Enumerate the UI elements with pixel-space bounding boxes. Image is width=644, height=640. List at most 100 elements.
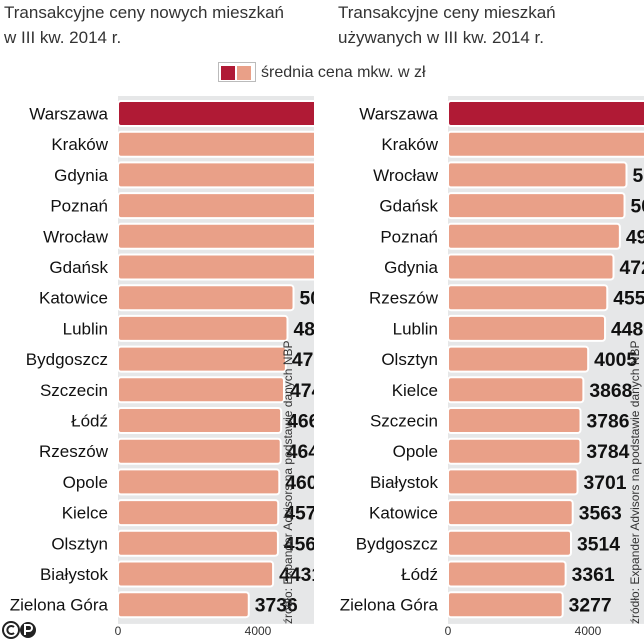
right-category-label: Olsztyn (381, 350, 438, 369)
left-category-label: Kielce (62, 504, 108, 523)
left-bar (117, 161, 314, 189)
right-x-tick-label: 4000 (575, 624, 602, 638)
right-category-label: Szczecin (370, 412, 438, 431)
left-x-tick-label: 4000 (245, 624, 272, 638)
left-bar (117, 499, 280, 527)
right-bar (447, 161, 628, 189)
right-value-label: 5044 (631, 197, 644, 218)
left-category-label: Szczecin (40, 381, 108, 400)
left-bar (117, 591, 250, 619)
right-value-label: 3784 (586, 442, 629, 463)
source-note-left: źródło: Expander Advisors na podstawie d… (281, 340, 295, 625)
legend: średnia cena mkw. w zł (218, 62, 426, 84)
left-value-label: 4431 (279, 565, 314, 586)
right-category-label: Łódź (401, 565, 438, 584)
left-value-label: 4797 (292, 350, 314, 371)
left-category-label: Poznań (50, 197, 108, 216)
right-category-label: Kielce (392, 381, 438, 400)
right-bar (447, 499, 574, 527)
left-bar (117, 407, 283, 434)
right-category-label: Rzeszów (369, 289, 439, 308)
right-bar (447, 314, 607, 342)
left-chart-title: Transakcyjne ceny nowych mieszkań w III … (4, 0, 304, 50)
left-title-line-2: w III kw. 2014 r. (4, 28, 122, 47)
left-category-label: Olsztyn (51, 534, 108, 553)
right-value-label: 3786 (587, 412, 630, 433)
left-bar (117, 376, 285, 404)
left-value-label: 4742 (290, 381, 314, 402)
right-bar (447, 407, 582, 434)
left-category-label: Rzeszów (39, 442, 109, 461)
right-bar (447, 376, 585, 404)
right-bar (447, 468, 579, 496)
right-category-label: Kraków (381, 135, 438, 154)
left-bar (117, 560, 275, 588)
right-bar (447, 345, 590, 373)
right-value-label: 5100 (633, 166, 644, 187)
left-bar (117, 468, 281, 496)
left-category-label: Gdańsk (49, 258, 108, 277)
right-value-label: 3701 (584, 473, 627, 494)
right-category-label: Poznań (380, 227, 438, 246)
right-bar (447, 192, 626, 220)
left-value-label: 4609 (285, 473, 314, 494)
right-bar (447, 100, 644, 127)
right-chart-title: Transakcyjne ceny mieszkań używanych w I… (338, 0, 638, 50)
right-bar (447, 222, 621, 250)
left-category-label: Łódź (71, 412, 108, 431)
left-bar (117, 437, 282, 465)
right-value-label: 4487 (611, 319, 644, 340)
left-category-label: Lublin (63, 319, 108, 338)
left-bar (117, 345, 287, 373)
legend-swatch-bar (237, 66, 251, 80)
right-bar (447, 560, 567, 588)
right-bar (447, 529, 572, 557)
right-category-label: Gdynia (384, 258, 438, 277)
chart-used-flats: Warszawa7053Kraków5930Wrocław5100Gdańsk5… (340, 96, 644, 638)
right-category-label: Białystok (370, 473, 439, 492)
legend-frame (218, 62, 256, 82)
right-value-label: 3277 (569, 596, 612, 617)
right-value-label: 3514 (577, 534, 620, 555)
right-bar (447, 591, 564, 619)
right-category-label: Opole (393, 442, 438, 461)
left-bar (117, 314, 289, 342)
left-value-label: 4649 (287, 442, 314, 463)
left-category-label: Białystok (40, 565, 109, 584)
left-bar (117, 284, 295, 312)
cc-logo-icon (2, 621, 36, 639)
right-value-label: 4910 (626, 227, 644, 248)
right-value-label: 3563 (579, 504, 622, 525)
left-bar (117, 253, 314, 281)
left-category-label: Kraków (51, 135, 108, 154)
right-bar (447, 284, 609, 312)
chart-new-flats: Warszawa7446Kraków6202Gdynia6065Poznań59… (10, 96, 314, 638)
right-value-label: 3361 (572, 565, 615, 586)
left-bar (117, 130, 314, 158)
right-category-label: Lublin (393, 319, 438, 338)
right-title-line-1: Transakcyjne ceny mieszkań (338, 3, 556, 22)
left-category-label: Zielona Góra (10, 596, 109, 615)
left-value-label: 5015 (300, 289, 314, 310)
right-category-label: Katowice (369, 504, 438, 523)
left-category-label: Warszawa (29, 105, 108, 124)
left-value-label: 3736 (255, 596, 298, 617)
left-bar (117, 192, 314, 220)
right-value-label: 3868 (589, 381, 632, 402)
right-category-label: Wrocław (373, 166, 439, 185)
right-value-label: 4005 (594, 350, 637, 371)
left-category-label: Gdynia (54, 166, 108, 185)
right-category-label: Bydgoszcz (356, 534, 438, 553)
left-bar (117, 529, 279, 557)
left-category-label: Wrocław (43, 227, 109, 246)
right-value-label: 4551 (613, 289, 644, 310)
left-category-label: Opole (63, 473, 108, 492)
right-value-label: 4729 (620, 258, 644, 279)
left-category-label: Katowice (39, 289, 108, 308)
left-category-label: Bydgoszcz (26, 350, 108, 369)
legend-label: średnia cena mkw. w zł (261, 64, 426, 81)
left-title-line-1: Transakcyjne ceny nowych mieszkań (4, 3, 284, 22)
right-x-tick-label: 0 (445, 624, 452, 638)
left-value-label: 4843 (294, 319, 314, 340)
left-x-tick-label: 0 (115, 624, 122, 638)
